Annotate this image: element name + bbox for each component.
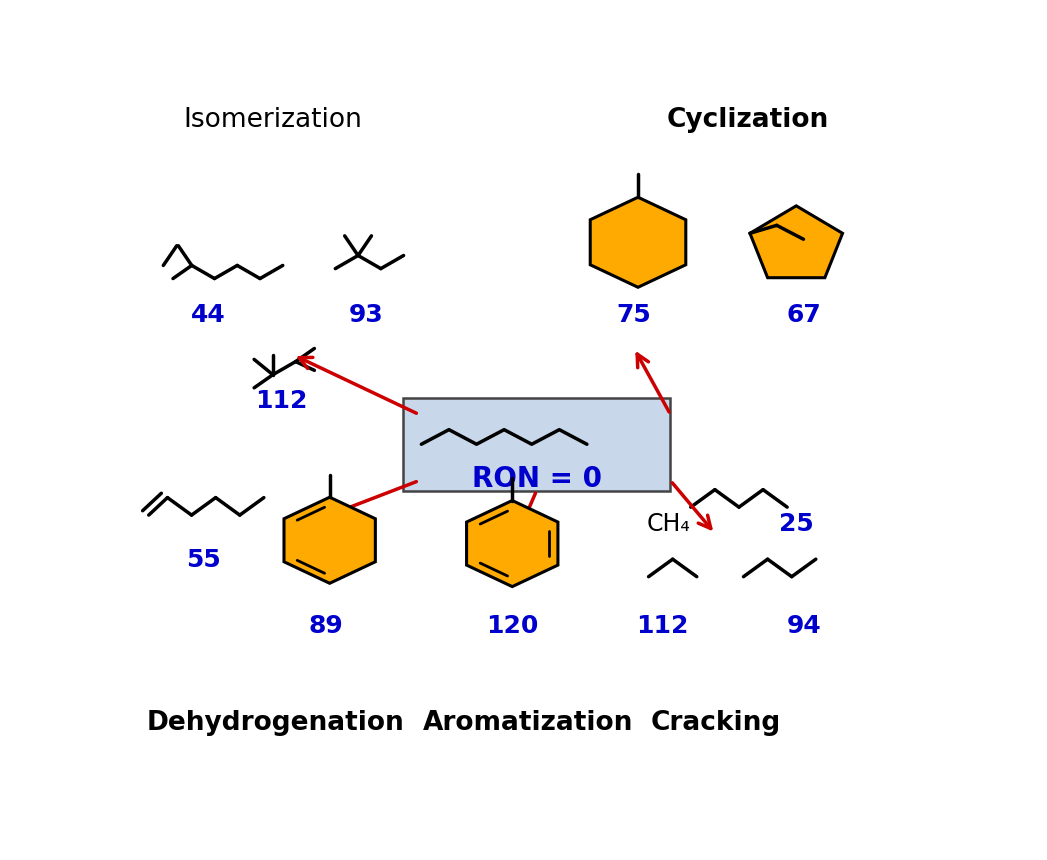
Text: 93: 93 — [349, 303, 383, 327]
Text: 120: 120 — [486, 614, 538, 638]
Text: Cracking: Cracking — [650, 710, 780, 735]
Text: 89: 89 — [308, 614, 343, 638]
Text: 75: 75 — [617, 303, 651, 327]
Text: 67: 67 — [787, 303, 822, 327]
Text: 112: 112 — [254, 390, 307, 413]
Text: 25: 25 — [779, 512, 814, 536]
FancyBboxPatch shape — [403, 398, 670, 490]
Text: Cyclization: Cyclization — [667, 107, 828, 133]
Text: Isomerization: Isomerization — [183, 107, 362, 133]
Polygon shape — [467, 501, 558, 587]
Text: 112: 112 — [637, 614, 689, 638]
Text: 44: 44 — [191, 303, 225, 327]
Text: CH₄: CH₄ — [647, 512, 691, 536]
Text: Aromatization: Aromatization — [423, 710, 633, 735]
Polygon shape — [591, 197, 686, 287]
Text: Dehydrogenation: Dehydrogenation — [147, 710, 405, 735]
Text: RON = 0: RON = 0 — [471, 465, 602, 494]
Text: 55: 55 — [186, 548, 221, 572]
Polygon shape — [750, 206, 843, 278]
Text: 94: 94 — [787, 614, 822, 638]
Polygon shape — [284, 497, 376, 583]
